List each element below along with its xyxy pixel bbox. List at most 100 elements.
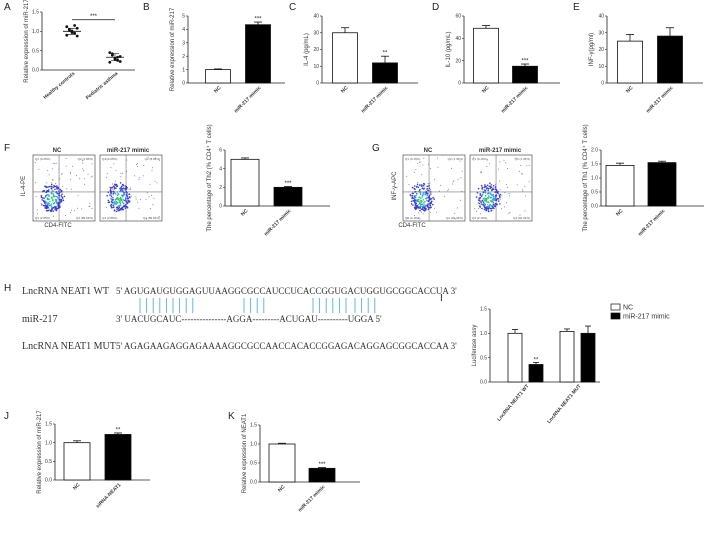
flow-event — [49, 204, 52, 206]
quadrant-label: Q4 (89.54%) — [76, 216, 93, 220]
flow-event — [487, 206, 489, 208]
flow-event — [487, 196, 489, 199]
flow-event — [428, 187, 431, 189]
flow-event — [492, 188, 495, 191]
quadrant-label: Q1 (0.25%) — [35, 157, 50, 161]
flow-event — [496, 198, 499, 200]
flow-event — [425, 185, 427, 187]
flow-event — [422, 192, 425, 194]
flow-event — [498, 168, 499, 170]
flow-event — [460, 199, 461, 201]
flow-event — [119, 201, 121, 204]
flow-event — [55, 162, 57, 164]
flow-event — [59, 191, 61, 194]
flow-event — [128, 188, 130, 190]
flow-event — [124, 187, 126, 190]
y-tick-label: 1.0 — [250, 442, 257, 448]
flow-event — [118, 206, 120, 209]
flow-event — [457, 178, 459, 180]
flow-event — [60, 200, 63, 202]
bar — [657, 35, 683, 84]
data-point — [116, 58, 119, 62]
flow-event — [54, 198, 57, 201]
flow-event — [525, 195, 527, 197]
flow-event — [59, 197, 61, 199]
flow-event — [427, 200, 430, 202]
x-category-label: siRNA-NEAT1 — [95, 482, 123, 510]
y-tick-label: 0.0 — [480, 380, 487, 386]
x-category-label: LncRNA NEAT1 MUT — [546, 383, 582, 425]
flow-event — [112, 197, 114, 199]
flow-event — [112, 192, 115, 195]
flow-plot: Q1 (0.15%) Q2 (1.45%) Q3 (2.16%) Q4 (92.34%… — [469, 154, 533, 222]
flow-event — [496, 189, 498, 192]
chart-d: 0 20 40 60 IL-10 (pg/mL) NC *** miR-217 mimic — [446, 14, 560, 114]
flow-event — [496, 203, 498, 206]
flow-event — [412, 192, 415, 195]
flow-event — [414, 196, 417, 199]
flow-event — [113, 199, 115, 201]
flow-event — [492, 195, 495, 198]
flow-event — [494, 186, 497, 189]
flow-event — [423, 202, 425, 204]
flow-g-xlabel: CD4-FITC — [398, 223, 426, 229]
flow-event — [45, 201, 48, 203]
flow-event — [48, 174, 50, 176]
flow-f-group-2: miR-217 mimic — [107, 148, 150, 154]
flow-g-ylabel: INF-γ-APC — [392, 171, 398, 201]
flow-event — [121, 172, 123, 174]
flow-event — [407, 217, 409, 219]
flow-event — [482, 204, 485, 206]
y-tick-label: 1.0 — [480, 331, 487, 337]
flow-event — [491, 198, 493, 200]
y-tick-label: 1.5 — [45, 422, 52, 428]
flow-event — [50, 206, 53, 208]
flow-event — [504, 206, 506, 208]
flow-event — [414, 191, 416, 193]
flow-event — [474, 208, 476, 210]
flow-event — [426, 197, 428, 199]
flow-event — [55, 209, 58, 212]
flow-event — [412, 200, 415, 202]
flow-event — [504, 192, 506, 194]
flow-event — [153, 197, 155, 199]
flow-event — [434, 207, 435, 209]
flow-event — [461, 191, 463, 192]
flow-event — [54, 185, 57, 188]
flow-event — [487, 187, 490, 190]
flow-event — [490, 210, 493, 212]
flow-event — [414, 199, 417, 202]
y-tick-label: 40 — [598, 14, 604, 20]
x-category-label: NC — [277, 484, 287, 494]
quadrant-label: Q2 (4.95%) — [145, 157, 160, 161]
flow-event — [55, 187, 58, 189]
flow-event — [109, 194, 111, 196]
flow-event — [479, 193, 482, 195]
flow-event — [106, 195, 108, 197]
quadrant-label: Q4 (92.34%) — [513, 216, 530, 220]
y-tick-label: 60 — [455, 14, 461, 20]
flow-event — [423, 157, 425, 159]
flow-event — [51, 203, 53, 205]
flow-event — [47, 198, 49, 200]
flow-event — [113, 185, 115, 187]
flow-event — [430, 193, 432, 195]
flow-event — [115, 206, 118, 209]
flow-event — [461, 170, 463, 172]
flow-event — [423, 183, 426, 185]
flow-event — [53, 184, 55, 187]
flow-event — [493, 203, 494, 205]
flow-event — [447, 188, 449, 190]
flow-event — [82, 168, 84, 170]
flow-event — [60, 198, 63, 201]
flow-event — [113, 209, 116, 212]
flow-event — [119, 187, 121, 190]
flow-event — [35, 196, 37, 198]
y-tick-label: 40 — [313, 14, 319, 20]
flow-event — [415, 202, 417, 205]
flow-event — [422, 199, 425, 201]
flow-event — [127, 201, 129, 203]
flow-event — [124, 205, 126, 208]
flow-f-ylabel: IL-4-PE — [21, 176, 27, 196]
